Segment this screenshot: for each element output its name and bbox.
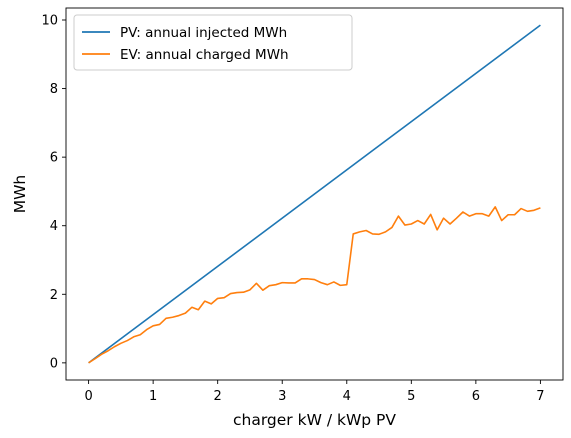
x-tick-label: 5 bbox=[407, 389, 415, 404]
series-line-2 bbox=[88, 206, 541, 364]
legend-box bbox=[73, 14, 353, 71]
y-tick-label: 0 bbox=[50, 356, 58, 371]
legend-label: PV: annual injected MWh bbox=[120, 25, 287, 41]
x-tick-label: 6 bbox=[472, 389, 480, 404]
axes: 0 1 2 3 4 5 6 7 0 2 4 6 8 10 bbox=[41, 7, 564, 404]
legend-label: EV: annual charged MWh bbox=[120, 47, 289, 63]
y-axis-label: MWh bbox=[11, 175, 29, 214]
y-tick-label: 2 bbox=[50, 288, 58, 303]
x-axis-label: charger kW / kWp PV bbox=[233, 411, 396, 429]
plot-area bbox=[88, 24, 541, 364]
y-tick-label: 4 bbox=[50, 219, 58, 234]
x-tick-label: 0 bbox=[84, 389, 92, 404]
x-tick-label: 7 bbox=[536, 389, 544, 404]
x-tick-label: 2 bbox=[214, 389, 222, 404]
x-tick-label: 3 bbox=[278, 389, 286, 404]
x-tick-label: 1 bbox=[149, 389, 157, 404]
y-tick-label: 10 bbox=[41, 14, 58, 29]
plot-frame bbox=[65, 7, 564, 381]
y-tick-label: 8 bbox=[50, 82, 58, 97]
legend: PV: annual injected MWh EV: annual charge… bbox=[73, 14, 353, 71]
x-tick-label: 4 bbox=[343, 389, 351, 404]
series-line-1 bbox=[88, 24, 541, 364]
y-tick-label: 6 bbox=[50, 151, 58, 166]
